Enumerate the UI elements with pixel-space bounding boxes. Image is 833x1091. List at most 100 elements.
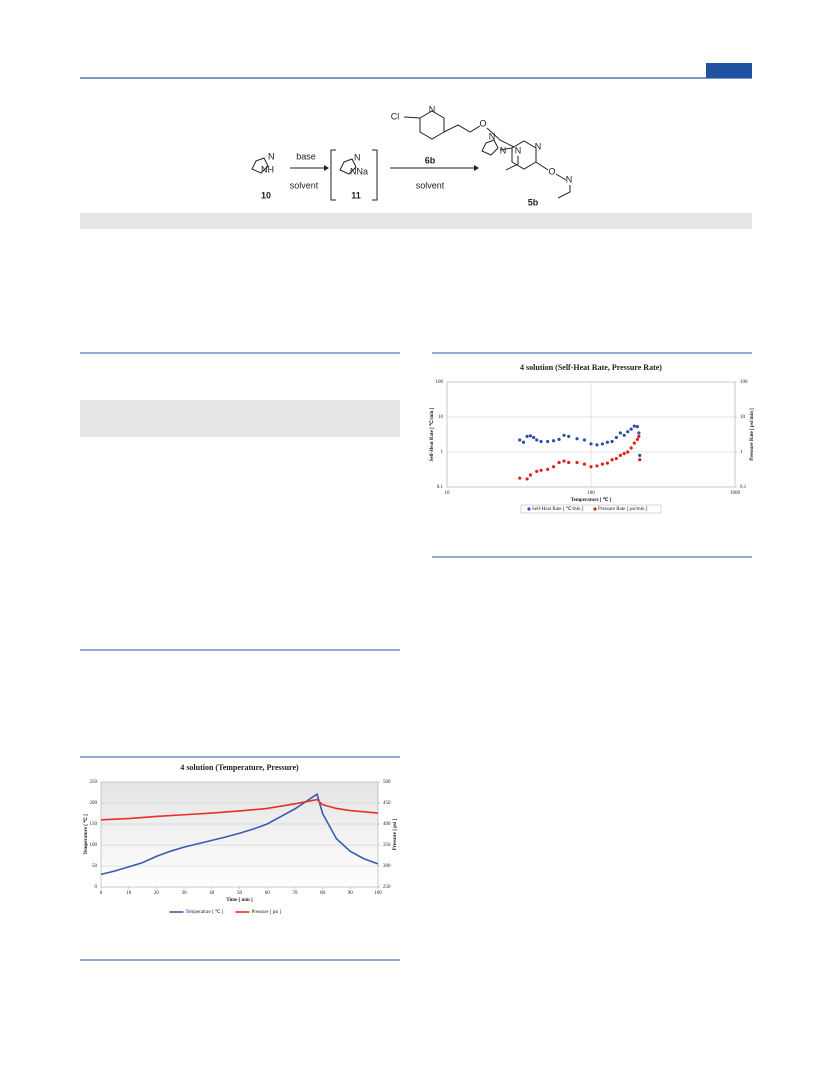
point xyxy=(605,440,610,444)
header-tab xyxy=(706,63,752,78)
compound-label: 11 xyxy=(351,190,361,200)
x-tick-label: 80 xyxy=(320,891,326,896)
point xyxy=(595,443,599,447)
gray-box xyxy=(80,400,400,437)
bond xyxy=(486,127,515,148)
point xyxy=(546,467,550,471)
y-tick-label: 150 xyxy=(90,822,98,827)
x-tick-label: 0 xyxy=(100,891,103,896)
y2-tick-label: 1 xyxy=(740,450,743,455)
point xyxy=(638,453,642,457)
y-tick-label: 0 xyxy=(95,885,98,890)
point xyxy=(552,465,556,469)
point xyxy=(635,425,639,429)
x-tick-label: 1000 xyxy=(730,491,741,496)
point xyxy=(567,460,571,465)
x-tick-label: 30 xyxy=(182,891,188,896)
point xyxy=(552,439,556,443)
y-axis-label: Temperature [ ℃ ] xyxy=(82,814,89,855)
bond xyxy=(557,185,571,199)
atom: N xyxy=(535,141,542,151)
point xyxy=(622,433,626,437)
x-tick-label: 10 xyxy=(126,891,132,896)
x-tick-label: 10 xyxy=(445,491,451,496)
plot-area xyxy=(100,781,379,888)
point xyxy=(525,477,529,481)
compound-label: 10 xyxy=(261,190,271,200)
ring xyxy=(481,139,499,156)
point xyxy=(618,453,622,457)
charts: 4 solution (Self-Heat Rate, Pressure Rat… xyxy=(82,363,755,915)
legend-label: Pressure [ psi ] xyxy=(252,910,282,915)
point xyxy=(610,458,614,462)
point xyxy=(528,473,533,477)
y-tick-label: 100 xyxy=(436,380,444,385)
atom: NNa xyxy=(350,166,368,176)
atom: N xyxy=(354,152,361,162)
arrowhead xyxy=(474,165,479,171)
bracket xyxy=(330,149,336,201)
y2-tick-label: 500 xyxy=(383,780,391,785)
point xyxy=(575,437,579,441)
point xyxy=(532,435,536,440)
x-tick-label: 40 xyxy=(209,891,215,896)
y2-axis-label: Pressure [ psi ] xyxy=(393,818,398,850)
atom: Cl xyxy=(391,111,400,121)
point xyxy=(575,460,579,465)
bracket xyxy=(372,149,378,201)
legend-label: Self-Heat Rate [ ℃/min ] xyxy=(532,506,584,512)
atom: N xyxy=(489,131,496,141)
x-tick-label: 60 xyxy=(265,891,271,896)
y-tick-label: 10 xyxy=(438,415,444,420)
bond xyxy=(535,161,549,171)
x-tick-label: 20 xyxy=(154,891,160,896)
table-header-bar xyxy=(80,213,752,229)
point xyxy=(626,450,630,454)
y2-tick-label: 0.1 xyxy=(740,485,747,490)
compound-label: 5b xyxy=(528,197,539,207)
bond xyxy=(403,116,421,119)
x-tick-label: 70 xyxy=(292,891,298,896)
point xyxy=(582,462,587,466)
y-tick-label: 100 xyxy=(90,843,98,848)
x-tick-label: 90 xyxy=(348,891,354,896)
point xyxy=(535,469,539,473)
point xyxy=(635,437,639,441)
y2-tick-label: 10 xyxy=(740,415,746,420)
point xyxy=(546,439,550,444)
point xyxy=(518,438,522,442)
x-axis-label: Time [ min ] xyxy=(226,898,253,903)
ring xyxy=(419,110,445,140)
point xyxy=(525,434,529,438)
reagent: solvent xyxy=(416,180,445,190)
point xyxy=(539,468,543,472)
point xyxy=(582,438,587,442)
point xyxy=(610,439,614,444)
y-tick-label: 50 xyxy=(92,864,98,869)
bond xyxy=(505,156,519,171)
point xyxy=(605,461,610,465)
bond xyxy=(555,173,567,181)
ring xyxy=(251,157,269,174)
point xyxy=(614,435,618,440)
legend-label: Temperature [ ℃ ] xyxy=(186,909,224,915)
point xyxy=(637,434,641,438)
atom: N xyxy=(429,104,436,114)
bond xyxy=(499,147,513,151)
y-axis-label: Self-Heat Rate [ ℃/min ] xyxy=(428,407,435,461)
point xyxy=(614,456,618,461)
ring xyxy=(339,158,357,175)
point xyxy=(521,440,526,444)
chart-title: 4 solution (Temperature, Pressure) xyxy=(180,763,299,772)
y2-tick-label: 100 xyxy=(740,380,748,385)
line xyxy=(100,792,379,876)
point xyxy=(638,458,642,462)
atom: N xyxy=(500,145,507,155)
point xyxy=(637,431,641,435)
point xyxy=(535,438,539,442)
point xyxy=(518,476,522,480)
atom: N xyxy=(515,145,522,155)
chart-title: 4 solution (Self-Heat Rate, Pressure Rat… xyxy=(520,363,662,372)
reaction-scheme: Cl N O N 6b N NH 10 base solvent N NNa 1… xyxy=(251,104,572,207)
